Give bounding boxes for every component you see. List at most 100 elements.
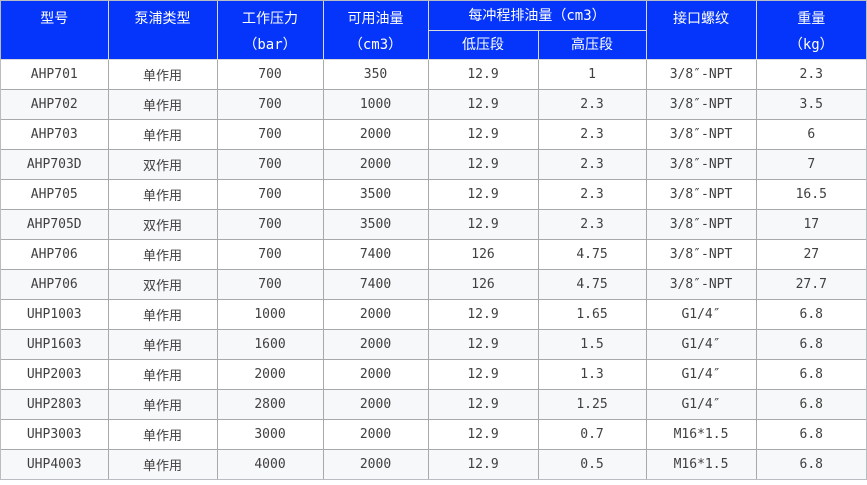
table-row: AHP703 单作用 700 2000 12.9 2.3 3/8″-NPT 6	[1, 119, 867, 150]
table-row: UHP4003 单作用 4000 2000 12.9 0.5 M16*1.5 6.8	[1, 449, 867, 479]
header-thread: 接口螺纹	[645, 1, 757, 60]
table-row: AHP706 单作用 700 7400 126 4.75 3/8″-NPT 27	[1, 239, 867, 270]
table-cell: UHP2003	[1, 359, 109, 390]
table-cell: 6.8	[755, 329, 867, 360]
table-cell: 6.8	[755, 449, 867, 479]
table-cell: UHP2803	[1, 389, 109, 420]
header-pump-type-label: 泵浦类型	[134, 11, 191, 27]
table-cell: 6.8	[755, 359, 867, 390]
table-cell: 27	[755, 239, 867, 270]
table-cell: 2000	[322, 449, 429, 479]
table-cell: 2000	[322, 389, 429, 420]
table-cell: 6	[755, 119, 867, 150]
table-cell: 双作用	[107, 269, 218, 300]
table-cell: 12.9	[427, 209, 539, 240]
table-cell: 3/8″-NPT	[645, 209, 757, 240]
table-cell: G1/4″	[645, 389, 757, 420]
table-row: UHP1603 单作用 1600 2000 12.9 1.5 G1/4″ 6.8	[1, 329, 867, 360]
table-row: UHP3003 单作用 3000 2000 12.9 0.7 M16*1.5 6.8	[1, 419, 867, 450]
table-cell: 1600	[216, 329, 324, 360]
table-cell: 1000	[216, 299, 324, 330]
table-cell: 7400	[322, 239, 429, 270]
header-working-pressure-unit: （bar）	[243, 37, 297, 53]
table-cell: 单作用	[107, 299, 218, 330]
header-working-pressure: 工作压力 （bar）	[216, 1, 324, 60]
table-cell: 1.25	[537, 389, 647, 420]
table-row: AHP706 双作用 700 7400 126 4.75 3/8″-NPT 27.7	[1, 269, 867, 300]
table-cell: M16*1.5	[645, 419, 757, 450]
table-cell: 12.9	[427, 389, 539, 420]
table-cell: 700	[216, 149, 324, 180]
table-cell: 0.5	[537, 449, 647, 479]
table-cell: 2800	[216, 389, 324, 420]
table-cell: 4.75	[537, 239, 647, 270]
table-cell: 1	[537, 59, 647, 90]
table-cell: 1.3	[537, 359, 647, 390]
table-cell: 2.3	[537, 179, 647, 210]
table-cell: 单作用	[107, 179, 218, 210]
table-row: AHP703D 双作用 700 2000 12.9 2.3 3/8″-NPT 7	[1, 149, 867, 180]
header-weight-label: 重量	[797, 11, 826, 27]
table-cell: 12.9	[427, 59, 539, 90]
table-cell: 12.9	[427, 449, 539, 479]
table-row: UHP2803 单作用 2800 2000 12.9 1.25 G1/4″ 6.8	[1, 389, 867, 420]
header-model: 型号	[1, 1, 109, 60]
table-cell: 0.7	[537, 419, 647, 450]
header-weight: 重量 （kg）	[755, 1, 867, 60]
table-cell: G1/4″	[645, 359, 757, 390]
table-cell: 1.5	[537, 329, 647, 360]
table-header: 型号 泵浦类型 工作压力 （bar） 可用油量 （cm3） 每冲程排油量（cm3…	[1, 1, 867, 60]
header-usable-oil-label: 可用油量	[347, 11, 404, 27]
table-cell: 2.3	[537, 209, 647, 240]
table-cell: 350	[322, 59, 429, 90]
table-cell: 6.8	[755, 299, 867, 330]
table-cell: 单作用	[107, 239, 218, 270]
table-cell: 3/8″-NPT	[645, 179, 757, 210]
table-cell: M16*1.5	[645, 449, 757, 479]
table-cell: 700	[216, 269, 324, 300]
table-cell: 1000	[322, 89, 429, 120]
table-cell: 3/8″-NPT	[645, 89, 757, 120]
table-cell: 3500	[322, 209, 429, 240]
table-cell: 2000	[322, 359, 429, 390]
table-row: AHP702 单作用 700 1000 12.9 2.3 3/8″-NPT 3.5	[1, 89, 867, 120]
table-cell: 单作用	[107, 449, 218, 479]
table-cell: 12.9	[427, 419, 539, 450]
table-cell: 2.3	[537, 89, 647, 120]
table-cell: AHP706	[1, 239, 109, 270]
table-cell: G1/4″	[645, 329, 757, 360]
table-cell: 7	[755, 149, 867, 180]
table-cell: 12.9	[427, 329, 539, 360]
table-cell: 1.65	[537, 299, 647, 330]
table-row: AHP705D 双作用 700 3500 12.9 2.3 3/8″-NPT 17	[1, 209, 867, 240]
table-cell: 27.7	[755, 269, 867, 300]
table-body: AHP701 单作用 700 350 12.9 1 3/8″-NPT 2.3 AHP702 单作用…	[1, 59, 867, 479]
table-row: AHP705 单作用 700 3500 12.9 2.3 3/8″-NPT 16.5	[1, 179, 867, 210]
table-cell: AHP705	[1, 179, 109, 210]
table-cell: 2000	[322, 149, 429, 180]
table-cell: 12.9	[427, 179, 539, 210]
table-cell: 12.9	[427, 89, 539, 120]
header-pump-type: 泵浦类型	[107, 1, 218, 60]
table-cell: UHP1603	[1, 329, 109, 360]
table-cell: AHP702	[1, 89, 109, 120]
table-cell: 3.5	[755, 89, 867, 120]
header-usable-oil: 可用油量 （cm3）	[322, 1, 429, 60]
table-cell: 700	[216, 89, 324, 120]
table-cell: 单作用	[107, 89, 218, 120]
header-row-top: 型号 泵浦类型 工作压力 （bar） 可用油量 （cm3） 每冲程排油量（cm3…	[1, 1, 867, 60]
table-cell: 12.9	[427, 299, 539, 330]
table-cell: 单作用	[107, 389, 218, 420]
table-cell: 双作用	[107, 209, 218, 240]
table-cell: 126	[427, 269, 539, 300]
table-cell: 2000	[322, 419, 429, 450]
header-weight-unit: （kg）	[788, 37, 834, 53]
table-cell: 3/8″-NPT	[645, 239, 757, 270]
table-cell: UHP3003	[1, 419, 109, 450]
header-working-pressure-label: 工作压力	[242, 11, 298, 27]
table-row: UHP2003 单作用 2000 2000 12.9 1.3 G1/4″ 6.8	[1, 359, 867, 390]
table-cell: 700	[216, 239, 324, 270]
table-cell: 700	[216, 119, 324, 150]
